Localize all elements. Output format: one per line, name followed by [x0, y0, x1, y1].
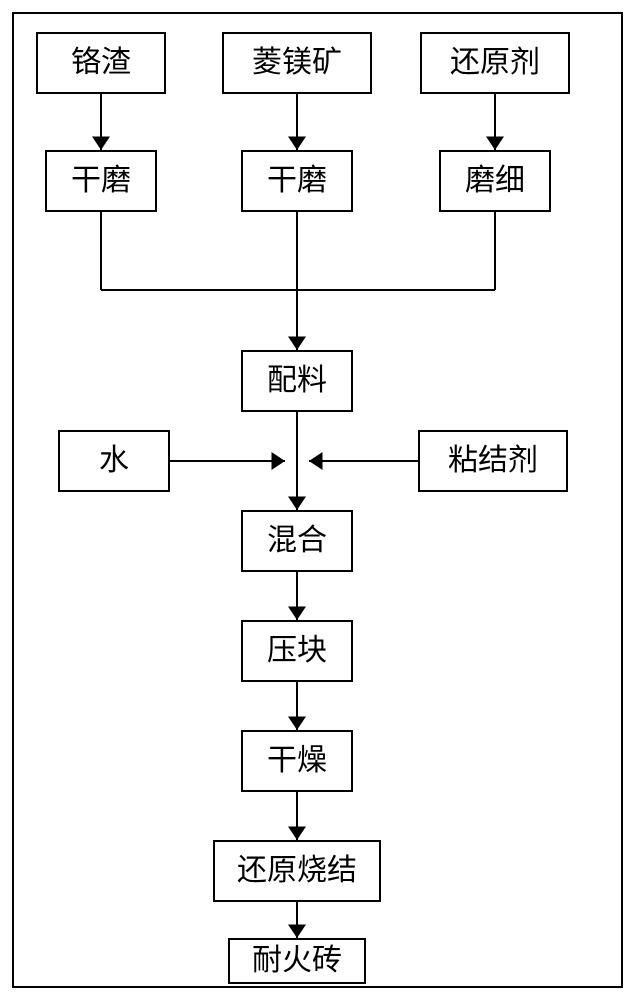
node-label: 铬渣 [71, 48, 131, 78]
node-n_in2: 菱镁矿 [222, 32, 372, 94]
node-label: 干燥 [267, 746, 327, 776]
node-label: 干磨 [267, 166, 327, 196]
node-n_mix: 混合 [241, 510, 353, 572]
node-label: 水 [99, 446, 129, 476]
node-n_in3: 还原剂 [420, 32, 570, 94]
flowchart-canvas: 铬渣 菱镁矿 还原剂干磨 干磨 磨细配料水 粘结剂混合压块干燥还原烧结耐火砖 [0, 0, 635, 1000]
node-label: 压块 [267, 636, 327, 666]
node-label: 磨细 [465, 166, 525, 196]
node-label: 耐火砖 [252, 946, 342, 976]
node-label: 粘结剂 [448, 446, 538, 476]
node-label: 菱镁矿 [252, 48, 342, 78]
node-label: 混合 [267, 526, 327, 556]
node-n_out: 耐火砖 [228, 938, 366, 984]
node-label: 配料 [267, 366, 327, 396]
node-label: 还原剂 [450, 48, 540, 78]
node-n_in1: 铬渣 [36, 32, 166, 94]
node-label: 还原烧结 [237, 856, 357, 886]
node-n_dry: 干燥 [241, 730, 353, 792]
node-n_g2: 干磨 [241, 150, 353, 212]
node-n_g1: 干磨 [45, 150, 157, 212]
node-n_g3: 磨细 [439, 150, 551, 212]
node-n_water: 水 [58, 430, 170, 492]
node-n_pei: 配料 [241, 350, 353, 412]
node-label: 干磨 [71, 166, 131, 196]
node-n_bind: 粘结剂 [418, 430, 568, 492]
node-n_press: 压块 [241, 620, 353, 682]
node-n_red: 还原烧结 [213, 840, 381, 902]
